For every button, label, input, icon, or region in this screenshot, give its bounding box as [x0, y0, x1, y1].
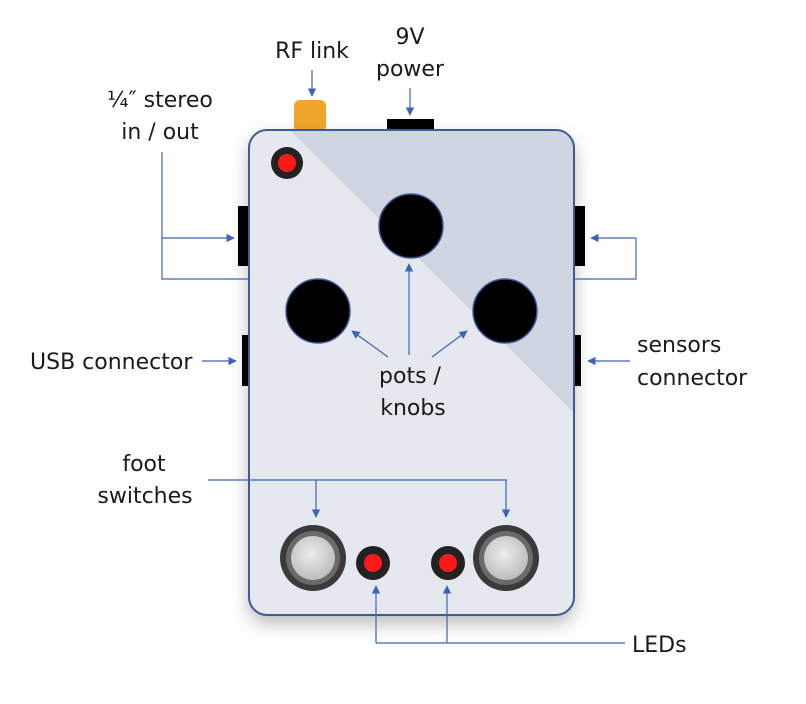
led-right: [431, 546, 465, 580]
audio-jack-right: [573, 206, 585, 266]
stereo-bracket-left: [161, 152, 250, 280]
pots-label-line2: knobs: [380, 396, 446, 421]
leds-label: LEDs: [632, 633, 687, 658]
power-label-line2: power: [376, 57, 445, 82]
usb-label: USB connector: [30, 350, 193, 375]
led-top-left: [271, 147, 303, 179]
knob-top[interactable]: [378, 193, 444, 259]
audio-jack-left: [238, 206, 250, 266]
knob-right[interactable]: [472, 278, 538, 344]
knob-left[interactable]: [285, 278, 351, 344]
pots-arrow-right: [431, 330, 468, 358]
sensors-port: [573, 335, 581, 386]
sensors-label-line1: sensors: [637, 333, 721, 358]
usb-port: [242, 335, 250, 386]
power-jack: [387, 119, 434, 132]
sensors-label-line2: connector: [637, 366, 748, 391]
pedal-enclosure: [248, 129, 575, 616]
stereo-bracket-right: [573, 238, 637, 280]
stereo-label-line1: ¼″ stereo: [107, 88, 213, 113]
foot-label-line2: switches: [97, 484, 192, 509]
footswitch-right[interactable]: [473, 525, 539, 591]
stereo-label-line2: in / out: [121, 120, 199, 145]
led-left: [356, 546, 390, 580]
footswitch-left[interactable]: [280, 525, 346, 591]
pots-label-line1: pots /: [379, 364, 442, 389]
rf-antenna-connector: [294, 100, 326, 132]
rf-link-label: RF link: [275, 39, 349, 64]
foot-label-line1: foot: [122, 452, 166, 477]
power-label-line1: 9V: [395, 25, 424, 50]
pots-arrow-left: [351, 330, 389, 358]
